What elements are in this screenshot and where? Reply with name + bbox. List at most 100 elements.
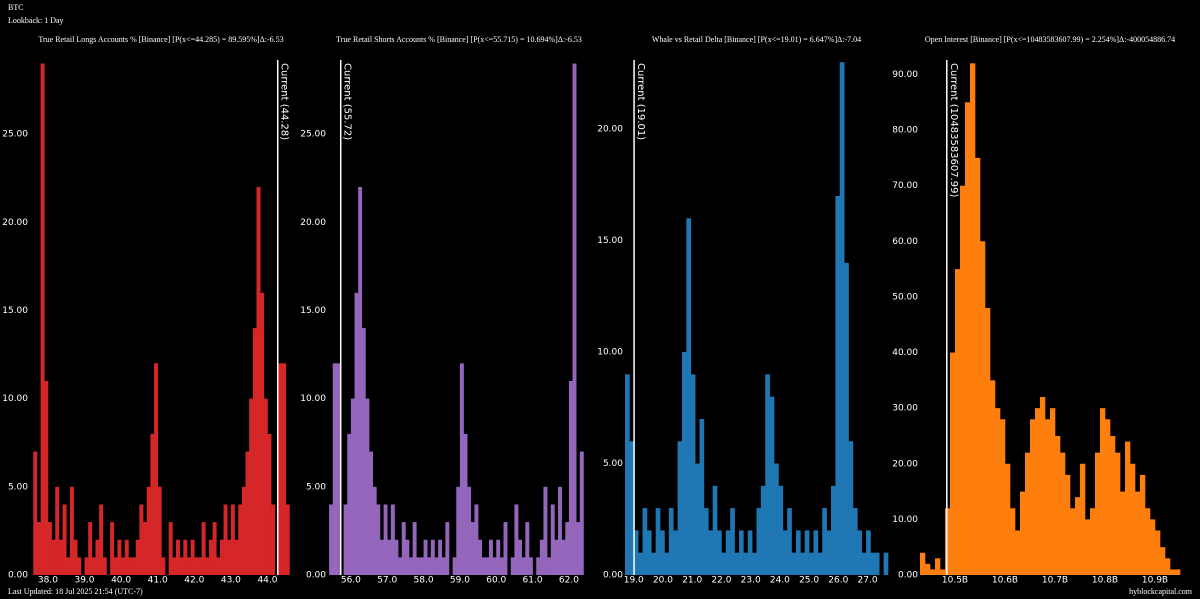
bar [113,557,118,575]
bar [285,504,290,575]
bar [629,441,635,575]
bar [1160,547,1166,575]
bar [33,451,38,575]
bar [990,380,996,575]
bar [1170,569,1176,575]
bar [230,504,235,575]
y-tick-label: 20.00 [892,459,918,469]
bar [194,557,199,575]
bar [1165,558,1171,575]
bar [387,539,392,575]
bar [234,539,239,575]
x-tick-label: 61.0 [523,576,543,586]
bar [358,186,363,575]
bar [791,552,797,575]
bar [857,530,862,575]
bar [201,522,206,575]
x-tick-label: 20.0 [653,576,673,586]
bar [839,62,845,576]
histogram-panel: True Retail Longs Accounts % [Binance] [… [2,35,290,586]
bar [51,539,56,575]
bar [747,530,753,575]
bar [945,508,951,575]
histogram-panel: Whale vs Retail Delta [Binance] [P(x<=19… [597,35,889,586]
bar [866,530,871,575]
x-tick-label: 62.0 [559,576,579,586]
x-tick-label: 25.0 [799,576,819,586]
bar [521,557,526,575]
bar [787,508,792,575]
bar [568,380,573,575]
bar [1110,435,1116,575]
bar [263,398,268,575]
bar [1050,408,1056,575]
bar [950,352,956,575]
bar [579,451,584,575]
y-tick-label: 10.00 [597,348,623,358]
bar [844,262,849,575]
bar [282,363,287,575]
bar [117,539,122,575]
bar [55,486,60,575]
bar [809,552,814,575]
bar [73,539,78,575]
bar [154,363,159,575]
x-tick-label: 19.0 [624,576,644,586]
bar [681,352,687,575]
x-tick-label: 44.0 [257,576,277,586]
bar [955,269,961,575]
bar [463,433,468,575]
bar [743,552,749,575]
bar [245,451,250,575]
bar [765,374,770,575]
bar [361,328,366,575]
y-tick-label: 40.00 [892,348,918,358]
bar [1020,491,1026,575]
bar [528,557,533,575]
bar [329,504,334,575]
current-label: Current (10483583607.99) [948,63,959,198]
bar [734,552,740,575]
bar [84,557,89,575]
bar [778,485,784,575]
bar [223,504,228,575]
x-tick-label: 40.0 [111,576,131,586]
y-tick-label: 20.00 [2,218,28,228]
bar [935,558,941,575]
source: hyblockcapital.com [1129,587,1193,596]
bar [673,530,678,575]
bar [800,552,806,575]
bar [1060,452,1066,575]
bar [717,530,722,575]
bar [176,539,180,575]
bar [518,539,522,575]
panel-title: True Retail Longs Accounts % [Binance] [… [38,35,283,44]
bar [925,563,931,575]
bar [980,241,986,575]
bar [883,552,889,575]
bar [390,504,395,575]
bar [668,508,674,575]
bar [423,539,428,575]
y-tick-label: 80.00 [892,126,918,136]
bar [383,504,388,575]
bar [572,63,577,575]
bar [655,508,661,575]
bar [419,557,424,575]
bar [870,552,876,575]
bar [1000,419,1006,575]
bar [398,557,403,575]
y-tick-label: 10.00 [2,394,28,404]
y-tick-label: 90.00 [892,70,918,80]
bar [554,539,559,575]
bar [227,539,232,575]
bar [725,530,731,575]
bar [219,539,224,575]
bar [1090,508,1096,575]
bar [1135,491,1141,575]
x-tick-label: 22.0 [711,576,731,586]
bar [267,433,272,575]
panel-title: Open Interest [Binance] [P(x<=1048358360… [925,35,1175,44]
y-tick-label: 10.00 [892,515,918,525]
